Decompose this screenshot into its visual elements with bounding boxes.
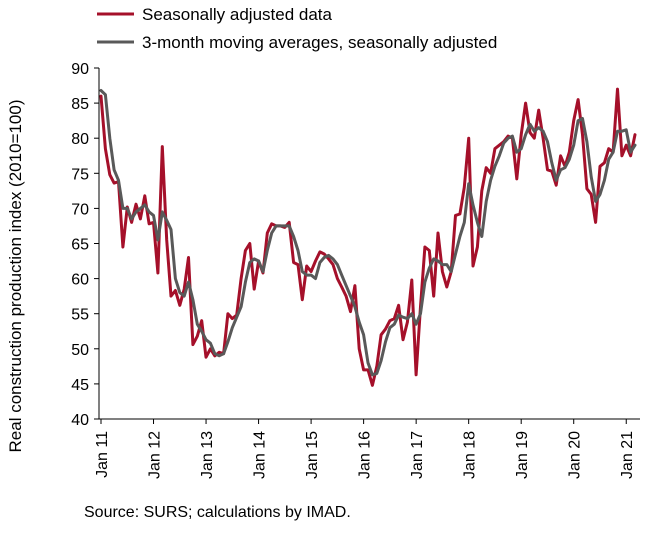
y-tick-label: 50 (71, 342, 89, 359)
source-note: Source: SURS; calculations by IMAD. (84, 504, 351, 521)
y-tick-label: 60 (71, 272, 89, 289)
y-tick-label: 70 (71, 201, 89, 218)
y-tick-label: 65 (71, 237, 89, 254)
y-tick-label: 90 (71, 61, 89, 78)
legend: Seasonally adjusted data 3-month moving … (97, 5, 497, 52)
x-tick-label: Jan 13 (199, 431, 216, 479)
x-tick-label: Jan 21 (619, 431, 636, 479)
x-tick-label: Jan 17 (409, 431, 426, 479)
x-tick-label: Jan 18 (462, 431, 479, 479)
y-tick-label: 40 (71, 412, 89, 429)
y-tick-label: 85 (71, 96, 89, 113)
series-line-moving-average (99, 89, 637, 377)
x-tick-label: Jan 12 (147, 431, 164, 479)
y-axis-label: Real construction production index (2010… (6, 100, 25, 453)
x-tick-label: Jan 14 (252, 431, 269, 479)
series-lines (99, 87, 637, 387)
y-tick-label: 45 (71, 377, 89, 394)
x-ticks: Jan 11 Jan 12 Jan 13 Jan 14 Jan 15 Jan 16 Jan … (94, 419, 636, 479)
y-ticks: 40 45 50 55 60 65 70 75 80 85 90 (71, 61, 99, 429)
y-tick-label: 80 (71, 131, 89, 148)
y-tick-label: 55 (71, 307, 89, 324)
x-tick-label: Jan 19 (514, 431, 531, 479)
x-tick-label: Jan 20 (567, 431, 584, 479)
x-tick-label: Jan 15 (304, 431, 321, 479)
x-tick-label: Jan 11 (94, 431, 111, 478)
legend-label-seasonally-adjusted: Seasonally adjusted data (142, 5, 333, 24)
legend-label-moving-average: 3-month moving averages, seasonally adju… (142, 33, 497, 52)
series-line-seasonally-adjusted (99, 87, 637, 387)
x-tick-label: Jan 16 (357, 431, 374, 479)
chart: Seasonally adjusted data 3-month moving … (6, 5, 640, 479)
y-tick-label: 75 (71, 166, 89, 183)
